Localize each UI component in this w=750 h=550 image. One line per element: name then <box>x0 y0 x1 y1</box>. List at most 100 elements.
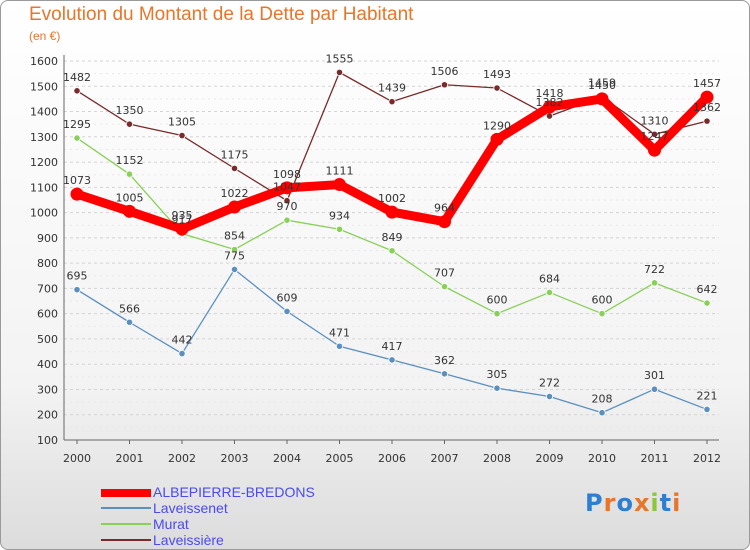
data-label: 1022 <box>221 187 249 200</box>
data-label: 934 <box>329 209 350 222</box>
y-tick-label: 100 <box>37 434 58 447</box>
data-point <box>230 164 239 172</box>
data-label: 566 <box>119 302 140 315</box>
data-label: 935 <box>172 209 193 222</box>
data-label: 1457 <box>693 77 721 90</box>
chart-title: Evolution du Montant de la Dette par Hab… <box>29 4 414 25</box>
data-point <box>493 84 501 92</box>
data-label: 362 <box>434 354 455 367</box>
y-tick-label: 700 <box>37 282 58 295</box>
data-point <box>388 247 396 255</box>
data-point <box>178 131 186 140</box>
data-label: 695 <box>67 270 88 283</box>
data-point <box>333 178 346 192</box>
data-point <box>595 92 609 106</box>
data-label: 600 <box>487 294 508 307</box>
data-label: 642 <box>697 283 718 296</box>
data-label: 917 <box>172 214 193 227</box>
legend-label: Murat <box>153 516 189 532</box>
proxiti-logo: Proxiti <box>585 489 681 517</box>
data-point <box>388 98 396 106</box>
data-label: 1362 <box>693 101 721 114</box>
data-point <box>440 370 449 378</box>
series-layer <box>70 68 714 417</box>
data-point <box>493 310 501 318</box>
data-point <box>650 130 659 138</box>
data-label: 722 <box>644 263 665 276</box>
data-point <box>703 299 711 307</box>
legend-swatch <box>101 489 151 497</box>
data-label: 221 <box>697 389 718 402</box>
data-point <box>125 120 134 128</box>
x-tick-label: 2000 <box>63 452 91 465</box>
data-point <box>648 143 661 157</box>
legend-label: ALBEPIERRE-BREDONS <box>153 484 315 500</box>
legend-swatch <box>101 507 151 509</box>
data-label: 775 <box>224 249 245 262</box>
y-tick-label: 200 <box>37 409 58 422</box>
data-label: 1175 <box>221 148 249 161</box>
x-tick-label: 2007 <box>431 452 459 465</box>
data-point <box>388 356 396 364</box>
y-tick-label: 800 <box>37 257 58 270</box>
data-label: 1247 <box>641 130 669 143</box>
data-label: 707 <box>434 267 455 280</box>
data-label: 1290 <box>483 119 511 132</box>
data-point <box>335 342 344 350</box>
data-point <box>545 392 554 401</box>
data-label: 1047 <box>273 181 301 194</box>
logo-letter: t <box>659 489 673 517</box>
data-label: 1459 <box>588 77 616 90</box>
data-label: 442 <box>172 334 193 347</box>
data-point <box>283 216 291 224</box>
data-label: 305 <box>487 368 508 381</box>
data-label: 1111 <box>326 165 354 178</box>
logo-letter: i <box>650 489 660 517</box>
y-tick-label: 1000 <box>30 207 58 220</box>
logo-letter: r <box>603 489 617 517</box>
data-point <box>283 307 291 315</box>
data-point <box>335 68 344 76</box>
data-label: 1418 <box>536 87 564 100</box>
data-point <box>73 286 81 294</box>
y-tick-label: 900 <box>37 232 58 245</box>
data-label: 1350 <box>116 104 144 117</box>
data-label: 1295 <box>63 118 91 131</box>
grid <box>64 60 719 441</box>
data-point <box>230 245 239 254</box>
data-point <box>175 222 189 236</box>
y-tick-label: 1400 <box>30 106 58 119</box>
data-point <box>228 200 241 214</box>
y-tick-label: 500 <box>37 333 58 346</box>
x-tick-label: 2010 <box>588 452 616 465</box>
data-label: 1073 <box>63 174 91 187</box>
data-point <box>650 385 659 393</box>
data-point <box>598 409 606 417</box>
y-tick-label: 400 <box>37 358 58 371</box>
x-tick-label: 2009 <box>536 452 564 465</box>
data-label: 1305 <box>168 116 196 129</box>
data-label: 964 <box>434 202 455 215</box>
legend-label: Laveissière <box>153 532 224 548</box>
data-point <box>703 405 711 414</box>
chart-unit: (en €) <box>29 29 61 43</box>
data-point <box>490 132 504 146</box>
data-label: 1098 <box>273 168 301 181</box>
data-label: 1506 <box>431 65 459 78</box>
data-label: 1002 <box>378 192 406 205</box>
data-label: 272 <box>539 377 560 390</box>
data-label: 1439 <box>378 82 406 95</box>
data-label: 1310 <box>641 114 669 127</box>
data-point <box>73 87 81 95</box>
data-point <box>73 134 81 142</box>
data-point <box>335 225 344 233</box>
x-tick-label: 2005 <box>326 452 354 465</box>
data-point <box>280 181 294 195</box>
y-tick-label: 1300 <box>30 131 58 144</box>
data-label: 1555 <box>326 52 354 65</box>
data-label: 417 <box>382 340 403 353</box>
data-label: 609 <box>277 291 298 304</box>
data-label: 208 <box>592 393 613 406</box>
data-point <box>125 318 134 326</box>
